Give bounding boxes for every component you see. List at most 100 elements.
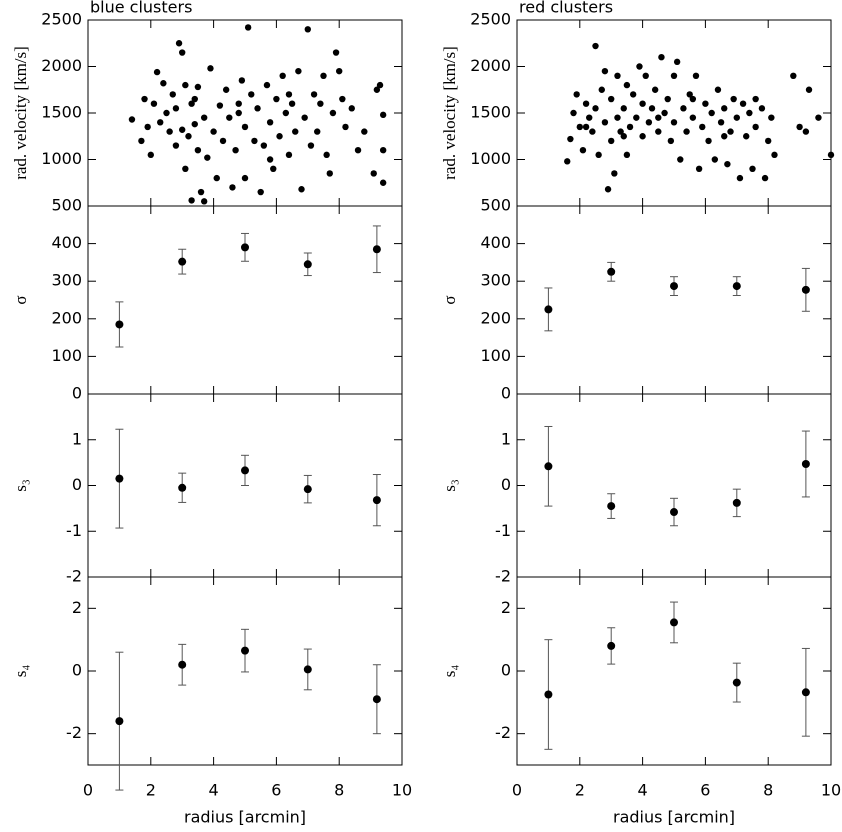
- point: [576, 123, 583, 131]
- y-tick-label: 100: [51, 346, 82, 365]
- point: [601, 119, 609, 126]
- x-tick-label: 4: [209, 781, 219, 800]
- point: [752, 95, 759, 103]
- y-tick-label: 200: [51, 308, 82, 327]
- y-tick-label: -2: [495, 567, 511, 586]
- y-axis-label: s₃: [11, 479, 30, 492]
- point: [342, 123, 349, 131]
- point: [544, 462, 553, 471]
- point: [279, 72, 286, 80]
- point: [686, 91, 693, 98]
- panel: 0 2 4 6 8 10 -2 0 2 s₄ radius [arcmin]: [11, 576, 412, 827]
- point: [185, 133, 192, 140]
- point: [178, 257, 187, 266]
- point: [273, 95, 280, 103]
- point: [307, 142, 315, 149]
- point: [601, 67, 609, 75]
- point: [175, 40, 183, 47]
- point: [667, 137, 675, 145]
- point: [326, 170, 333, 177]
- point: [194, 83, 202, 91]
- point: [376, 81, 384, 89]
- point: [372, 245, 381, 254]
- point: [620, 105, 627, 112]
- point: [266, 119, 274, 126]
- point: [598, 86, 605, 93]
- point: [141, 95, 148, 103]
- point: [182, 81, 189, 89]
- point: [348, 105, 355, 112]
- panel-title: red clusters: [519, 0, 613, 17]
- point: [254, 105, 261, 112]
- point: [303, 485, 312, 494]
- x-tick-label: 8: [334, 781, 344, 800]
- panel: -2 -1 0 1 s₃: [440, 393, 832, 586]
- y-tick-label: 400: [51, 233, 82, 252]
- point: [238, 77, 246, 84]
- point: [608, 95, 615, 103]
- point: [639, 100, 646, 107]
- point: [683, 128, 690, 135]
- point: [235, 100, 242, 107]
- point: [721, 105, 728, 112]
- point: [648, 105, 656, 112]
- x-tick-label: 10: [392, 781, 412, 800]
- y-tick-label: -2: [66, 567, 82, 586]
- y-tick-label: -1: [66, 521, 82, 540]
- point: [746, 109, 753, 117]
- point: [251, 137, 258, 145]
- point: [645, 119, 653, 126]
- point: [295, 67, 302, 75]
- point: [172, 142, 180, 149]
- y-tick-label: 300: [480, 271, 511, 290]
- point: [570, 109, 577, 117]
- point: [582, 123, 590, 131]
- x-tick-label: 2: [146, 781, 156, 800]
- y-axis-label: s₄: [11, 665, 30, 678]
- y-tick-label: 300: [51, 271, 82, 290]
- y-tick-label: 100: [480, 346, 511, 365]
- point: [194, 147, 202, 154]
- point: [544, 305, 553, 314]
- point: [714, 86, 722, 93]
- point: [589, 128, 596, 135]
- point: [727, 128, 734, 135]
- point: [607, 641, 616, 650]
- panel: 500 1000 1500 2000 2500 red clusters rad. velo…: [440, 0, 835, 215]
- point: [639, 133, 646, 140]
- point: [642, 72, 649, 80]
- point: [370, 170, 377, 177]
- y-tick-label: 0: [72, 475, 82, 494]
- x-tick-label: 10: [821, 781, 841, 800]
- point: [150, 100, 158, 107]
- point: [664, 95, 671, 103]
- point: [595, 151, 602, 159]
- point: [705, 137, 712, 145]
- point: [564, 158, 571, 165]
- point: [178, 660, 187, 669]
- x-axis-label: radius [arcmin]: [613, 808, 735, 827]
- point: [689, 114, 697, 121]
- point: [310, 91, 318, 98]
- frame: [516, 205, 832, 395]
- point: [182, 165, 189, 172]
- point: [379, 179, 387, 186]
- point: [655, 128, 662, 135]
- point: [614, 72, 621, 80]
- point: [623, 151, 631, 159]
- point: [144, 123, 151, 131]
- point: [724, 160, 731, 168]
- point: [801, 285, 810, 294]
- point: [620, 133, 627, 140]
- panel: 0 2 4 6 8 10 -2 0 2 s₄ radius [arcmin]: [440, 576, 841, 827]
- y-tick-label: -2: [495, 723, 511, 742]
- point: [229, 184, 236, 191]
- panel-title: blue clusters: [90, 0, 192, 17]
- point: [717, 119, 725, 126]
- point: [623, 81, 631, 89]
- point: [179, 49, 186, 56]
- point: [607, 267, 616, 276]
- point: [241, 646, 249, 655]
- y-tick-label: 500: [51, 196, 82, 215]
- point: [670, 282, 678, 291]
